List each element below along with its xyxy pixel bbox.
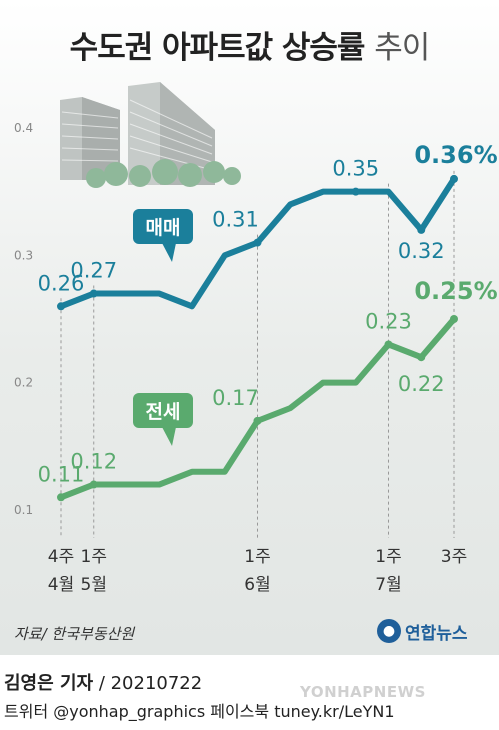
x-tick-week: 3주 [441,547,467,567]
x-tick-month: 6월 [244,575,270,595]
chart-title: 수도권 아파트값 상승률 추이 [0,22,499,67]
data-label: 0.23 [365,309,412,333]
series-tag-label: 전세 [146,401,181,423]
data-label: 0.12 [70,450,117,474]
globe-icon: ● [377,619,401,643]
x-tick-week: 1주 [81,547,107,567]
data-label: 0.27 [70,259,117,283]
title-sub: 추이 [374,30,430,66]
social-links: 트위터 @yonhap_graphics 페이스북 tuney.kr/LeYN1 [4,702,395,721]
x-tick-week: 1주 [244,547,270,567]
data-label: 0.22 [398,372,445,396]
line-chart: 0.10.20.30.4 0.260.270.310.350.320.36%0.… [14,82,498,595]
data-label: 0.36% [414,141,497,169]
data-point [89,480,98,489]
data-point [450,174,458,183]
series-tag-label: 매매 [146,217,181,239]
data-point [89,289,98,298]
data-label: 0.32 [398,239,445,263]
chart-card: 수도권 아파트값 상승률 추이 0.1 0.2 0.3 0.4 0.2 [0,0,499,655]
data-label: 0.11 [38,462,85,486]
x-tick-month: 5월 [81,575,107,595]
data-point [57,302,65,311]
source-note: 자료/ 한국부동산원 [14,625,135,643]
byline: 김영은 기자 / 20210722 [4,669,202,695]
x-tick-month: 4월 [48,575,74,595]
data-point [253,238,262,247]
data-point [351,187,360,196]
y-tick-label: 0.1 [14,503,33,517]
y-axis-ticks: 0.1 0.2 0.3 0.4 [14,121,33,517]
reporter-name: 김영은 기자 [4,673,94,694]
y-tick-label: 0.3 [14,248,33,262]
data-point [450,315,458,323]
data-label: 0.25% [414,277,497,305]
publish-date: / 20210722 [98,673,203,694]
yonhap-logo: ● 연합뉴스 [377,618,468,644]
apartment-illustration-icon [60,82,241,188]
x-tick-week: 1주 [375,547,401,567]
data-point [417,225,426,234]
data-label: 0.31 [212,208,259,232]
tag-jeonse: 전세 [133,393,193,446]
x-axis-labels: 4주 4월 1주 5월 1주 6월 1주 7월 3주 [48,547,467,595]
y-tick-label: 0.4 [14,121,33,135]
data-label: 0.26 [38,271,85,295]
data-point [57,493,65,502]
data-point [253,416,262,425]
data-label: 0.35 [332,157,379,181]
series-layer: 0.260.27 0.31 0.35 0.32 0.36% 0.110.12 0.17 0.2… [38,141,498,502]
logo-text: 연합뉴스 [405,623,468,644]
title-main: 수도권 아파트값 상승률 [69,30,366,66]
data-label: 0.17 [212,386,259,410]
data-point [417,353,426,362]
x-tick-month: 7월 [375,575,401,595]
x-tick-week: 4주 [48,547,74,567]
watermark: YONHAPNEWS [300,683,426,701]
tag-maemae: 매매 [133,209,193,262]
y-tick-label: 0.2 [14,376,33,390]
data-point [384,340,393,349]
